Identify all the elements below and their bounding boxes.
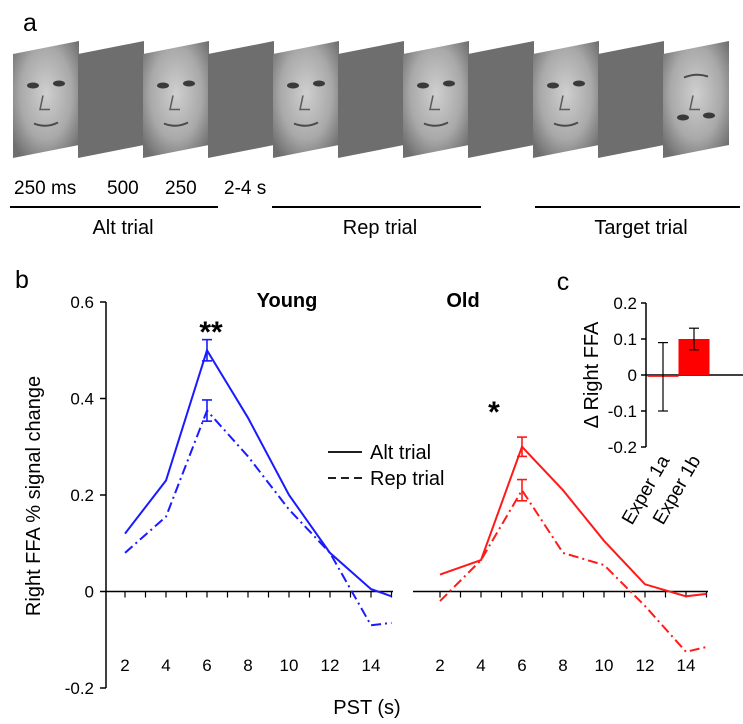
face-photo	[143, 41, 209, 158]
x-tick-label: 12	[321, 656, 340, 675]
face-photo	[13, 41, 79, 158]
x-tick-label: 8	[243, 656, 252, 675]
line-young-alt-trial	[124, 347, 392, 598]
significance-old: *	[488, 396, 500, 429]
timing-label-2-4s: 2-4 s	[224, 178, 266, 199]
line-old-rep-trial	[439, 488, 707, 653]
x-tick-label: 6	[202, 656, 211, 675]
error-bar	[517, 478, 527, 502]
face-eye-right	[443, 80, 455, 87]
bar-y-tick-label: -0.1	[608, 402, 637, 421]
face-eye-right	[573, 80, 585, 87]
rep-trial-label: Rep trial	[343, 217, 417, 239]
blank-frame	[338, 41, 404, 158]
face-photo	[663, 41, 729, 158]
y-tick-label: -0.2	[65, 679, 94, 698]
significance-young: **	[199, 316, 223, 349]
face-photo	[273, 41, 339, 158]
error-bar	[517, 436, 527, 458]
face-eye-right	[183, 80, 195, 87]
face-male-frame	[533, 41, 599, 158]
stimulus-labels: 250 ms 500 250 2-4 s Alt trial Rep trial…	[10, 178, 740, 239]
x-tick-label: 2	[435, 656, 444, 675]
y-tick-label: 0.4	[70, 390, 94, 409]
x-tick-label: 4	[161, 656, 170, 675]
face-nose	[299, 95, 310, 111]
face-nose	[689, 95, 700, 111]
face-photo	[533, 41, 599, 158]
stimulus-sequence	[13, 41, 729, 158]
target-trial-label: Target trial	[594, 217, 687, 239]
x-axis-label: PST (s)	[333, 697, 400, 719]
timing-label-250: 250	[165, 178, 197, 199]
face-eye-left	[547, 82, 559, 89]
legend: Alt trial Rep trial	[328, 442, 444, 490]
bar-y-tick-label: -0.2	[608, 438, 637, 457]
face-nose	[559, 95, 570, 111]
panel-label-a: a	[23, 9, 37, 37]
x-tick-label: 14	[362, 656, 381, 675]
face-eye-left	[287, 82, 299, 89]
legend-alt-trial: Alt trial	[370, 442, 431, 464]
bar-y-axis-label: Δ Right FFA	[581, 321, 603, 428]
x-tick-label: 10	[280, 656, 299, 675]
blank-frame	[468, 41, 534, 158]
alt-trial-label: Alt trial	[92, 217, 153, 239]
error-bar	[202, 399, 212, 422]
group-title-young: Young	[257, 290, 318, 312]
face-nose	[39, 95, 50, 111]
line-old-alt-trial	[439, 444, 707, 598]
x-tick-label: 10	[595, 656, 614, 675]
blank-frame	[598, 41, 664, 158]
face-eye-right	[313, 80, 325, 87]
face-eye-left	[157, 82, 169, 89]
face-eye-right	[53, 80, 65, 87]
face-photo	[403, 41, 469, 158]
face-female-frame	[143, 41, 209, 158]
x-tick-label: 2	[120, 656, 129, 675]
timing-label-250ms: 250 ms	[14, 178, 76, 199]
y-tick-label: 0.2	[70, 486, 94, 505]
x-tick-label: 4	[476, 656, 485, 675]
group-title-old: Old	[446, 290, 479, 312]
face-mouth	[553, 121, 579, 127]
face-male-frame	[273, 41, 339, 158]
face-mouth	[33, 121, 59, 127]
blank-frame	[208, 41, 274, 158]
legend-rep-trial: Rep trial	[370, 468, 444, 490]
error-bar	[202, 338, 212, 362]
x-tick-label: 14	[677, 656, 696, 675]
x-tick-label: 12	[636, 656, 655, 675]
y-tick-label: 0.6	[70, 293, 94, 312]
face-nose	[429, 95, 440, 111]
face-eye-left	[27, 82, 39, 89]
panel-label-b: b	[15, 266, 29, 294]
bar-y-tick-label: 0	[628, 366, 637, 385]
face-male-frame	[403, 41, 469, 158]
face-eye-left	[677, 114, 689, 121]
face-mouth	[683, 73, 709, 79]
face-nose	[169, 95, 180, 111]
face-female-frame	[13, 41, 79, 158]
face-mouth	[163, 121, 189, 127]
face-eye-left	[417, 82, 429, 89]
bar-y-tick-label: 0.2	[613, 294, 637, 313]
panel-label-c: c	[557, 268, 570, 296]
line-young-rep-trial	[124, 408, 392, 627]
x-tick-label: 8	[558, 656, 567, 675]
timing-label-500: 500	[107, 178, 139, 199]
blank-frame	[78, 41, 144, 158]
x-tick-label: 6	[517, 656, 526, 675]
face-mouth	[293, 121, 319, 127]
face-mouth	[423, 121, 449, 127]
bar-y-tick-label: 0.1	[613, 330, 637, 349]
line-chart: Right FFA % signal change PST (s) Young …	[23, 290, 708, 719]
y-axis-label: Right FFA % signal change	[23, 376, 45, 616]
y-tick-label: 0	[85, 583, 94, 602]
face-eye-right	[703, 112, 715, 119]
face-inverted-frame	[663, 41, 729, 158]
